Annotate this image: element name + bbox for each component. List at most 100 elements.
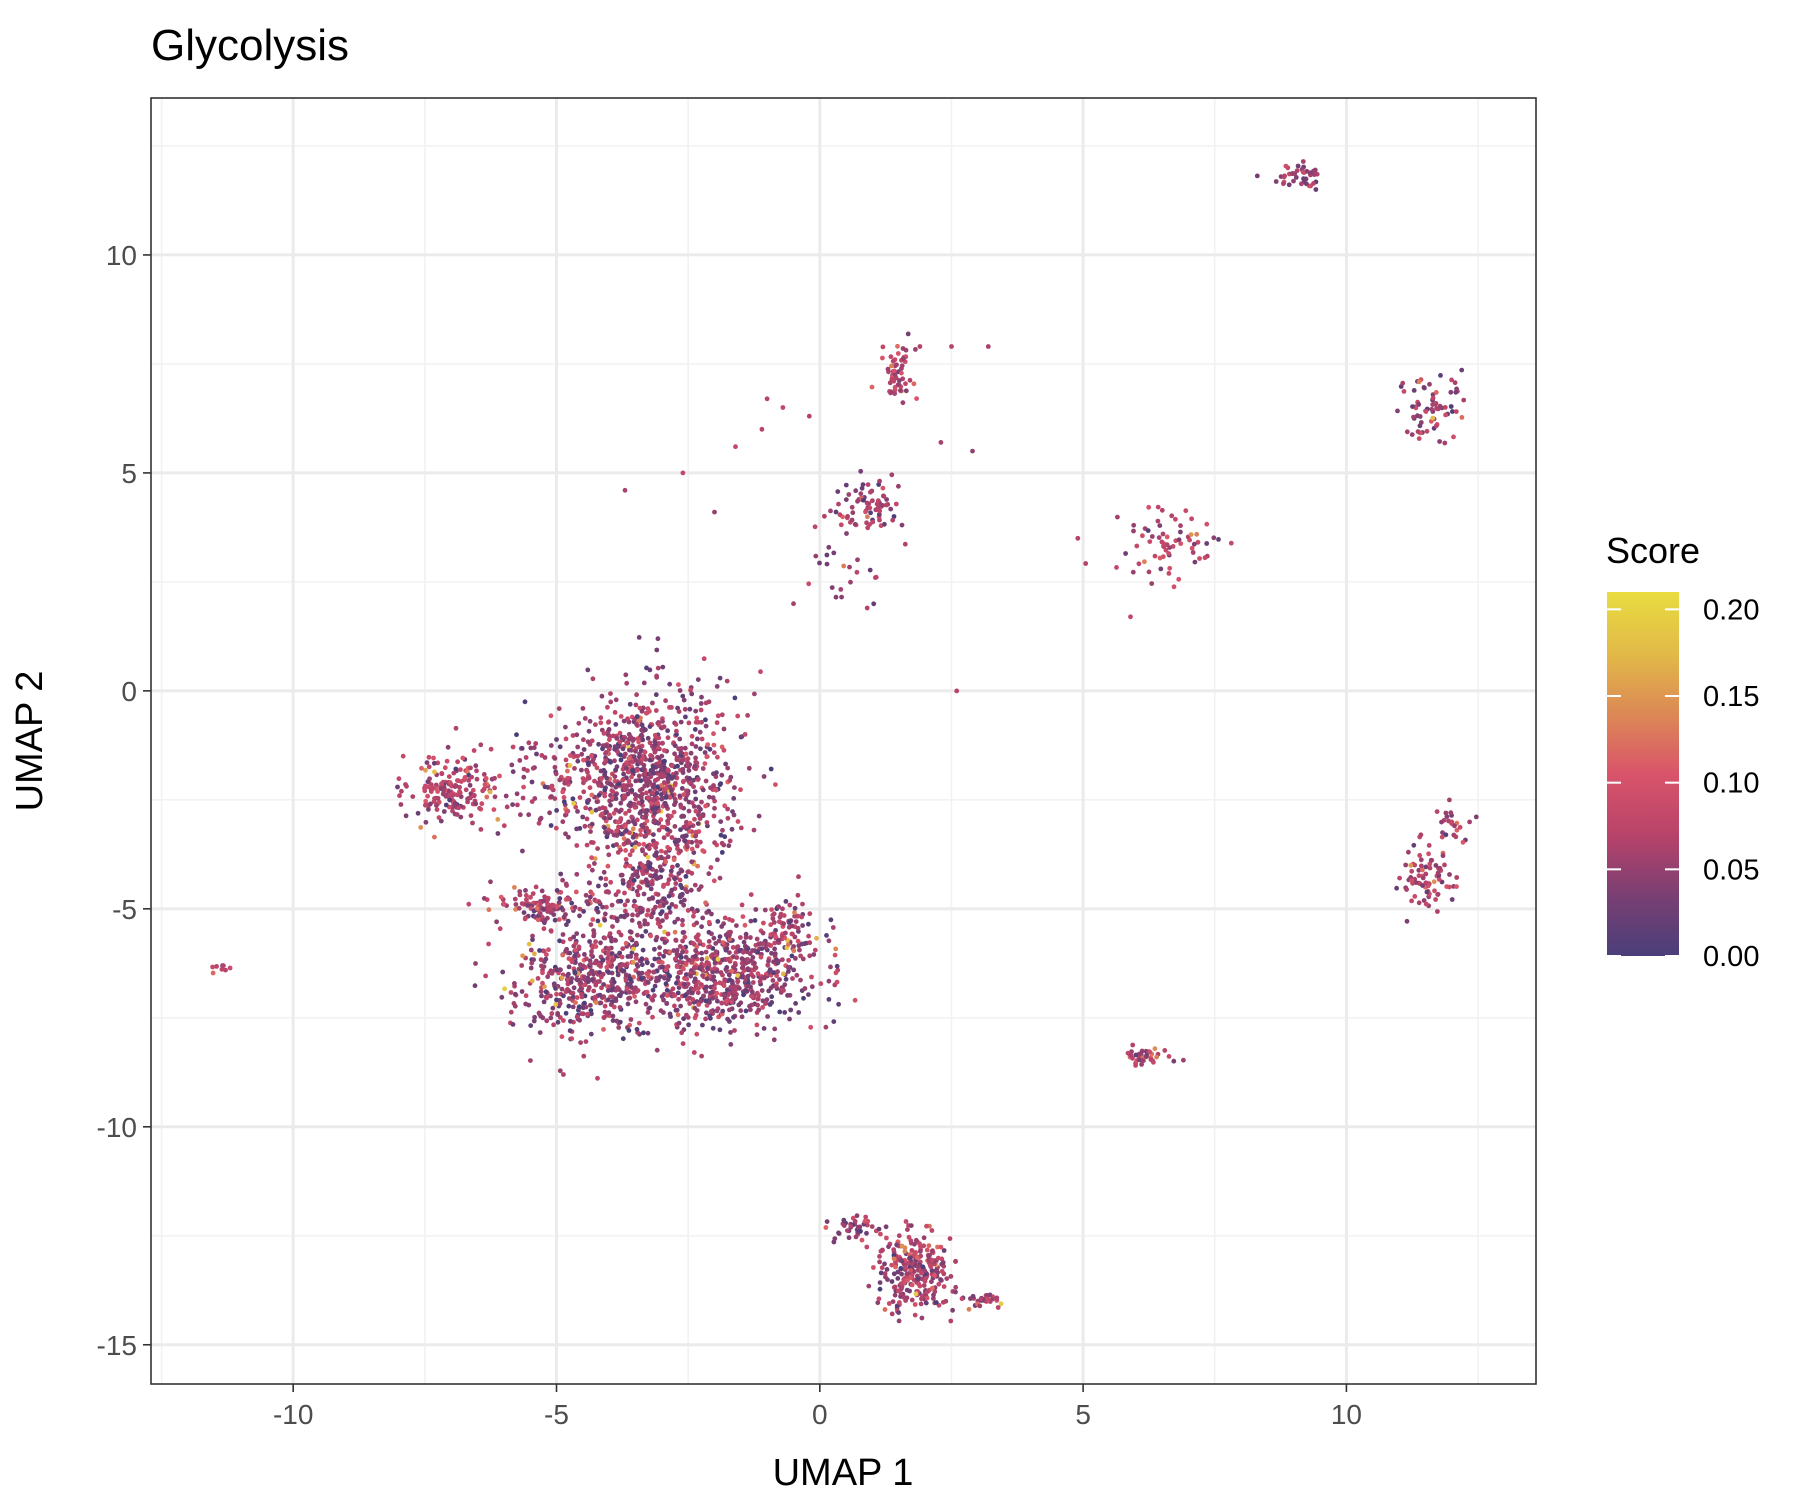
data-point bbox=[1447, 872, 1452, 877]
data-point bbox=[1423, 864, 1429, 870]
data-point bbox=[637, 924, 643, 929]
data-point bbox=[510, 769, 516, 775]
data-point bbox=[463, 787, 469, 793]
data-point bbox=[852, 521, 858, 527]
data-point bbox=[646, 846, 652, 852]
data-point bbox=[1451, 434, 1456, 440]
data-point bbox=[685, 760, 691, 766]
data-point bbox=[664, 803, 669, 809]
data-point bbox=[826, 978, 832, 984]
data-point bbox=[638, 778, 644, 784]
data-point bbox=[703, 949, 709, 955]
data-point bbox=[703, 803, 708, 809]
data-point bbox=[698, 839, 703, 845]
data-point bbox=[634, 872, 640, 877]
data-point bbox=[1192, 559, 1198, 565]
data-point bbox=[717, 1027, 723, 1033]
data-point bbox=[606, 889, 612, 895]
data-point bbox=[498, 894, 504, 900]
data-point bbox=[748, 935, 753, 940]
data-point bbox=[841, 563, 847, 569]
data-point bbox=[439, 781, 445, 787]
data-point bbox=[605, 844, 610, 850]
data-point bbox=[742, 922, 748, 928]
data-point bbox=[568, 1018, 573, 1024]
data-point bbox=[949, 344, 954, 349]
data-point bbox=[583, 777, 588, 783]
data-point bbox=[689, 800, 695, 806]
data-point bbox=[617, 739, 623, 745]
data-point bbox=[529, 799, 535, 804]
data-point bbox=[899, 366, 904, 371]
data-point bbox=[636, 773, 642, 779]
data-point bbox=[1114, 565, 1119, 570]
data-point bbox=[703, 723, 709, 729]
data-point bbox=[731, 796, 737, 801]
data-point bbox=[1442, 440, 1448, 446]
data-point bbox=[780, 405, 786, 410]
data-point bbox=[580, 1011, 586, 1017]
data-point bbox=[1438, 373, 1443, 378]
data-point bbox=[634, 692, 639, 698]
data-point bbox=[635, 963, 641, 969]
data-point bbox=[586, 797, 592, 803]
data-point bbox=[692, 882, 698, 888]
data-point bbox=[563, 1010, 569, 1016]
data-point bbox=[1146, 569, 1152, 575]
data-point bbox=[603, 882, 608, 888]
data-point bbox=[674, 771, 679, 776]
data-point bbox=[848, 1224, 854, 1229]
data-point bbox=[876, 512, 882, 517]
data-point bbox=[534, 751, 539, 757]
data-point bbox=[642, 771, 648, 777]
data-point bbox=[1289, 171, 1295, 177]
data-point bbox=[444, 758, 450, 764]
data-point bbox=[1448, 404, 1454, 409]
data-point bbox=[575, 744, 581, 750]
data-point bbox=[905, 331, 911, 337]
data-point bbox=[438, 818, 444, 824]
data-point bbox=[712, 509, 717, 515]
data-point bbox=[643, 810, 649, 816]
data-point bbox=[1178, 529, 1183, 535]
data-point bbox=[1435, 870, 1441, 876]
data-point bbox=[882, 1261, 887, 1267]
data-point bbox=[853, 1234, 859, 1240]
data-point bbox=[870, 519, 876, 525]
data-point bbox=[1173, 516, 1178, 522]
data-point bbox=[707, 1013, 713, 1018]
data-point bbox=[918, 1301, 924, 1307]
data-point bbox=[1409, 898, 1414, 904]
data-point bbox=[528, 1058, 533, 1063]
data-point bbox=[886, 1244, 891, 1250]
data-point bbox=[678, 848, 683, 854]
data-point bbox=[469, 774, 474, 780]
data-point bbox=[699, 799, 704, 805]
data-point bbox=[728, 984, 734, 990]
data-point bbox=[700, 1022, 705, 1028]
data-point bbox=[674, 964, 680, 970]
legend-tick-label: 0.20 bbox=[1703, 594, 1759, 626]
data-point bbox=[596, 741, 601, 747]
data-point bbox=[623, 824, 628, 829]
data-point bbox=[591, 933, 597, 939]
data-point bbox=[793, 919, 799, 924]
data-point bbox=[1430, 395, 1436, 401]
data-point bbox=[792, 910, 797, 915]
data-point bbox=[555, 1011, 561, 1016]
data-point bbox=[1128, 1052, 1134, 1058]
data-point bbox=[688, 887, 694, 893]
data-point bbox=[650, 997, 656, 1003]
data-point bbox=[458, 767, 463, 772]
data-point bbox=[912, 1302, 918, 1307]
data-point bbox=[749, 989, 755, 995]
data-point bbox=[727, 917, 732, 922]
data-point bbox=[597, 992, 603, 998]
data-point bbox=[1166, 1054, 1172, 1059]
data-point bbox=[870, 498, 875, 504]
data-point bbox=[1281, 174, 1287, 180]
data-point bbox=[913, 1250, 918, 1255]
data-point bbox=[711, 742, 717, 748]
data-point bbox=[553, 1002, 559, 1007]
